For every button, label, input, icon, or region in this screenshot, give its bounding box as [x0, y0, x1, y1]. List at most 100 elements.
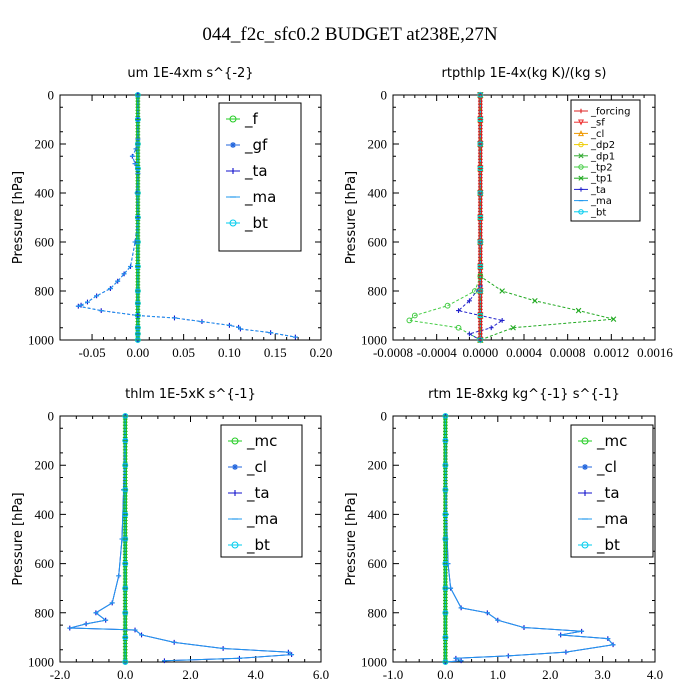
y-tick-label: 1000: [28, 333, 54, 348]
x-tick-label: 3.0: [594, 667, 610, 682]
y-tick-label: 400: [35, 186, 55, 201]
panel-title: thlm 1E-5xK s^{-1}: [125, 387, 256, 402]
y-tick-label: 800: [368, 605, 388, 620]
legend-swatch-marker: [231, 437, 239, 445]
legend-label: _ma: [590, 196, 612, 207]
panels: um 1E-4xm s^{-2} Pressure [hPa] 0 200 400 600…: [11, 66, 673, 682]
legend-swatch-marker: [577, 119, 585, 126]
x-tick-label: 0.05: [172, 345, 195, 360]
legend-swatch-marker: [232, 464, 238, 470]
x-tick-label: 1.0: [490, 667, 506, 682]
panel-title: um 1E-4xm s^{-2}: [127, 66, 253, 81]
y-axis-label: Pressure [hPa]: [11, 171, 26, 264]
legend-swatch-marker: [578, 175, 584, 181]
legend-swatch-marker: [232, 490, 238, 496]
legend: _forcing_sf_cl_dp2_dp1_tp2_tp1_ta_ma_bt: [570, 99, 641, 222]
y-tick-label: 200: [368, 137, 388, 152]
x-tick-label: -0.0004: [417, 345, 458, 360]
data-point: [510, 324, 516, 331]
zero-trace: [135, 94, 141, 341]
y-tick-label: 400: [368, 186, 388, 201]
x-tick-label: -2.0: [50, 667, 71, 682]
data-point: [499, 318, 505, 323]
legend-swatch-marker: [231, 541, 239, 549]
x-tick-label: 0.0016: [637, 345, 673, 360]
x-tick-label: 0.0: [437, 667, 453, 682]
data-point: [499, 288, 505, 294]
data-point: [444, 302, 451, 309]
legend-label: _cl: [246, 458, 267, 477]
y-tick-label: 0: [381, 409, 388, 424]
series-line: [408, 95, 481, 341]
legend: _mc _cl _ta _ma _bt: [570, 424, 654, 558]
y-tick-label: 400: [35, 507, 55, 522]
y-tick-label: 0: [48, 88, 55, 103]
y-tick-label: 600: [368, 235, 388, 250]
panel-4: rtm 1E-8xkg kg^{-1} s^{-1} Pressure [hPa]…: [344, 387, 663, 682]
legend-label: _bt: [244, 214, 268, 233]
x-tick-label: 0.0012: [593, 345, 629, 360]
x-tick-label: 4.0: [248, 667, 264, 682]
legend-label: _mc: [596, 432, 627, 451]
x-tick-label: 0.20: [310, 345, 333, 360]
legend-label: _ma: [244, 188, 276, 207]
data-point: [610, 316, 617, 322]
legend-label: _cl: [596, 458, 617, 477]
legend-label: _ma: [596, 510, 628, 529]
y-tick-label: 1000: [28, 655, 54, 670]
y-tick-label: 1000: [361, 333, 387, 348]
legend-swatch-marker: [581, 541, 589, 549]
legend-label: _f: [244, 110, 259, 129]
legend-swatch-marker: [581, 437, 589, 445]
zero-trace: [122, 415, 128, 663]
series-tp2: [406, 92, 484, 343]
data-point: [455, 324, 462, 331]
data-point: [575, 307, 582, 314]
x-tick-label: -0.05: [79, 345, 106, 360]
data-point: [532, 298, 538, 304]
x-tick-label: 4.0: [647, 667, 663, 682]
y-tick-label: 200: [368, 458, 388, 473]
y-tick-label: 600: [35, 556, 55, 571]
panel-title: rtpthlp 1E-4x(kg K)/(kg s): [442, 66, 607, 81]
legend-label: _bt: [590, 207, 606, 218]
x-tick-label: 0.0004: [506, 345, 542, 360]
legend-label: _ta: [590, 185, 606, 196]
data-point: [467, 331, 472, 337]
legend-label: _bt: [596, 536, 620, 555]
y-axis-label: Pressure [hPa]: [344, 492, 359, 585]
legend-swatch-marker: [229, 219, 237, 227]
x-tick-label: 0.10: [218, 345, 241, 360]
zero-trace: [443, 415, 448, 663]
legend-label: _ta: [246, 484, 270, 503]
panel-1: um 1E-4xm s^{-2} Pressure [hPa] 0 200 400 600…: [11, 66, 332, 360]
figure-title: 044_f2c_sfc0.2 BUDGET at238E,27N: [202, 24, 497, 45]
zero-trace: [477, 94, 483, 341]
panel-title: rtm 1E-8xkg kg^{-1} s^{-1}: [428, 387, 620, 402]
legend-label: _mc: [246, 432, 277, 451]
legend-label: _forcing: [590, 107, 631, 118]
x-tick-label: -1.0: [383, 667, 404, 682]
data-point: [406, 317, 413, 324]
panel-3: thlm 1E-5xK s^{-1} Pressure [hPa] 0 200 400 6…: [11, 387, 329, 682]
y-tick-label: 1000: [361, 655, 387, 670]
x-tick-label: 2.0: [542, 667, 558, 682]
y-tick-label: 800: [35, 605, 55, 620]
y-axis-label: Pressure [hPa]: [11, 492, 26, 585]
legend-label: _cl: [590, 129, 604, 140]
legend-swatch-marker: [578, 141, 584, 148]
legend-label: _ma: [246, 510, 278, 529]
legend-swatch-marker: [578, 153, 584, 159]
legend-label: _sf: [590, 118, 605, 129]
data-point: [411, 312, 418, 319]
legend: _f _gf _ta _ma _bt: [218, 102, 302, 252]
x-tick-label: 0.15: [264, 345, 287, 360]
legend-label: _ta: [244, 162, 268, 181]
y-axis-label: Pressure [hPa]: [344, 171, 359, 264]
x-tick-label: -0.0008: [373, 345, 413, 360]
legend-swatch-marker: [578, 164, 584, 170]
legend-swatch-marker: [582, 490, 588, 496]
legend-swatch-marker: [578, 187, 584, 192]
y-tick-label: 0: [381, 88, 388, 103]
